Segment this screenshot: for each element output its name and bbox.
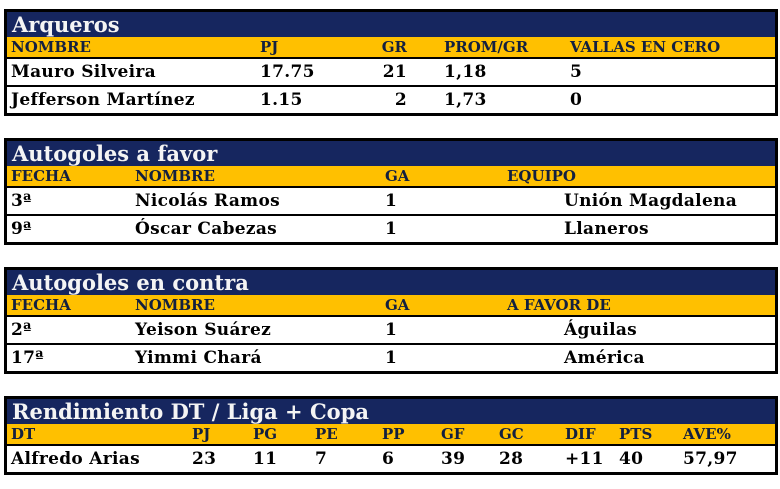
col-header-pts: PTS [619, 425, 653, 443]
cell-nombre: Yimmi Chará [135, 348, 262, 368]
cell-ga: 1 [385, 191, 398, 211]
table-title-autogoles-a-favor: Autogoles a favor [7, 141, 775, 166]
table-row: 9ª Óscar Cabezas 1 Llaneros [7, 214, 775, 242]
cell-nombre: Jefferson Martínez [11, 90, 195, 110]
cell-prom-gr: 1,73 [444, 90, 487, 110]
header-row: FECHA NOMBRE GA A FAVOR DE [7, 295, 775, 315]
cell-pe: 7 [315, 449, 328, 469]
cell-pj: 17.75 [260, 62, 315, 82]
cell-gr: 21 [382, 62, 407, 82]
col-header-pp: PP [382, 425, 405, 443]
col-header-ga: GA [385, 296, 410, 314]
cell-pg: 11 [253, 449, 278, 469]
table-autogoles-en-contra: Autogoles en contra FECHA NOMBRE GA A FA… [4, 267, 778, 374]
col-header-fecha: FECHA [11, 167, 71, 185]
table-title-rendimiento-dt: Rendimiento DT / Liga + Copa [7, 399, 775, 424]
col-header-vallas-en-cero: VALLAS EN CERO [570, 38, 721, 56]
cell-equipo: Llaneros [564, 219, 649, 239]
table-row: 3ª Nicolás Ramos 1 Unión Magdalena [7, 186, 775, 214]
spreadsheet-region: Arqueros NOMBRE PJ GR PROM/GR VALLAS EN … [4, 9, 778, 475]
col-header-gf: GF [441, 425, 465, 443]
table-arqueros: Arqueros NOMBRE PJ GR PROM/GR VALLAS EN … [4, 9, 778, 116]
table-row: Alfredo Arias 23 11 7 6 39 28 +11 40 57,… [7, 444, 775, 472]
table-title-autogoles-en-contra: Autogoles en contra [7, 270, 775, 295]
table-title-arqueros: Arqueros [7, 12, 775, 37]
cell-pts: 40 [619, 449, 644, 469]
header-row: NOMBRE PJ GR PROM/GR VALLAS EN CERO [7, 37, 775, 57]
col-header-ave: AVE% [683, 425, 731, 443]
cell-equipo: Unión Magdalena [564, 191, 738, 211]
table-autogoles-a-favor: Autogoles a favor FECHA NOMBRE GA EQUIPO… [4, 138, 778, 245]
cell-ga: 1 [385, 219, 398, 239]
cell-nombre: Mauro Silveira [11, 62, 156, 82]
header-row: DT PJ PG PE PP GF GC DIF PTS AVE% [7, 424, 775, 444]
header-row: FECHA NOMBRE GA EQUIPO [7, 166, 775, 186]
cell-pj: 23 [192, 449, 217, 469]
cell-a-favor-de: Águilas [564, 320, 638, 340]
col-header-a-favor-de: A FAVOR DE [507, 296, 611, 314]
col-header-gr: GR [381, 38, 407, 56]
cell-pj: 1.15 [260, 90, 303, 110]
col-header-prom-gr: PROM/GR [444, 38, 529, 56]
cell-pp: 6 [382, 449, 395, 469]
cell-ave: 57,97 [683, 449, 738, 469]
cell-gf: 39 [441, 449, 466, 469]
col-header-fecha: FECHA [11, 296, 71, 314]
col-header-pj: PJ [192, 425, 211, 443]
col-header-equipo: EQUIPO [507, 167, 576, 185]
cell-prom-gr: 1,18 [444, 62, 487, 82]
cell-ga: 1 [385, 320, 398, 340]
col-header-pe: PE [315, 425, 338, 443]
col-header-dt: DT [11, 425, 36, 443]
cell-fecha: 3ª [11, 191, 32, 211]
cell-gr: 2 [394, 90, 407, 110]
col-header-gc: GC [499, 425, 524, 443]
cell-ga: 1 [385, 348, 398, 368]
cell-a-favor-de: América [564, 348, 645, 368]
table-row: Mauro Silveira 17.75 21 1,18 5 [7, 57, 775, 85]
table-rendimiento-dt: Rendimiento DT / Liga + Copa DT PJ PG PE… [4, 396, 778, 475]
table-row: 2ª Yeison Suárez 1 Águilas [7, 315, 775, 343]
col-header-nombre: NOMBRE [11, 38, 91, 56]
cell-nombre: Nicolás Ramos [135, 191, 280, 211]
cell-gc: 28 [499, 449, 524, 469]
cell-vallas-en-cero: 0 [570, 90, 583, 110]
cell-nombre: Yeison Suárez [135, 320, 272, 340]
col-header-nombre: NOMBRE [135, 167, 215, 185]
col-header-ga: GA [385, 167, 410, 185]
cell-fecha: 2ª [11, 320, 32, 340]
table-row: 17ª Yimmi Chará 1 América [7, 343, 775, 371]
col-header-pg: PG [253, 425, 278, 443]
cell-vallas-en-cero: 5 [570, 62, 583, 82]
cell-fecha: 9ª [11, 219, 32, 239]
col-header-dif: DIF [565, 425, 596, 443]
cell-fecha: 17ª [11, 348, 44, 368]
col-header-nombre: NOMBRE [135, 296, 215, 314]
cell-nombre: Óscar Cabezas [135, 219, 278, 239]
cell-dt: Alfredo Arias [11, 449, 140, 469]
col-header-pj: PJ [260, 38, 279, 56]
table-row: Jefferson Martínez 1.15 2 1,73 0 [7, 85, 775, 113]
cell-dif: +11 [565, 449, 604, 469]
